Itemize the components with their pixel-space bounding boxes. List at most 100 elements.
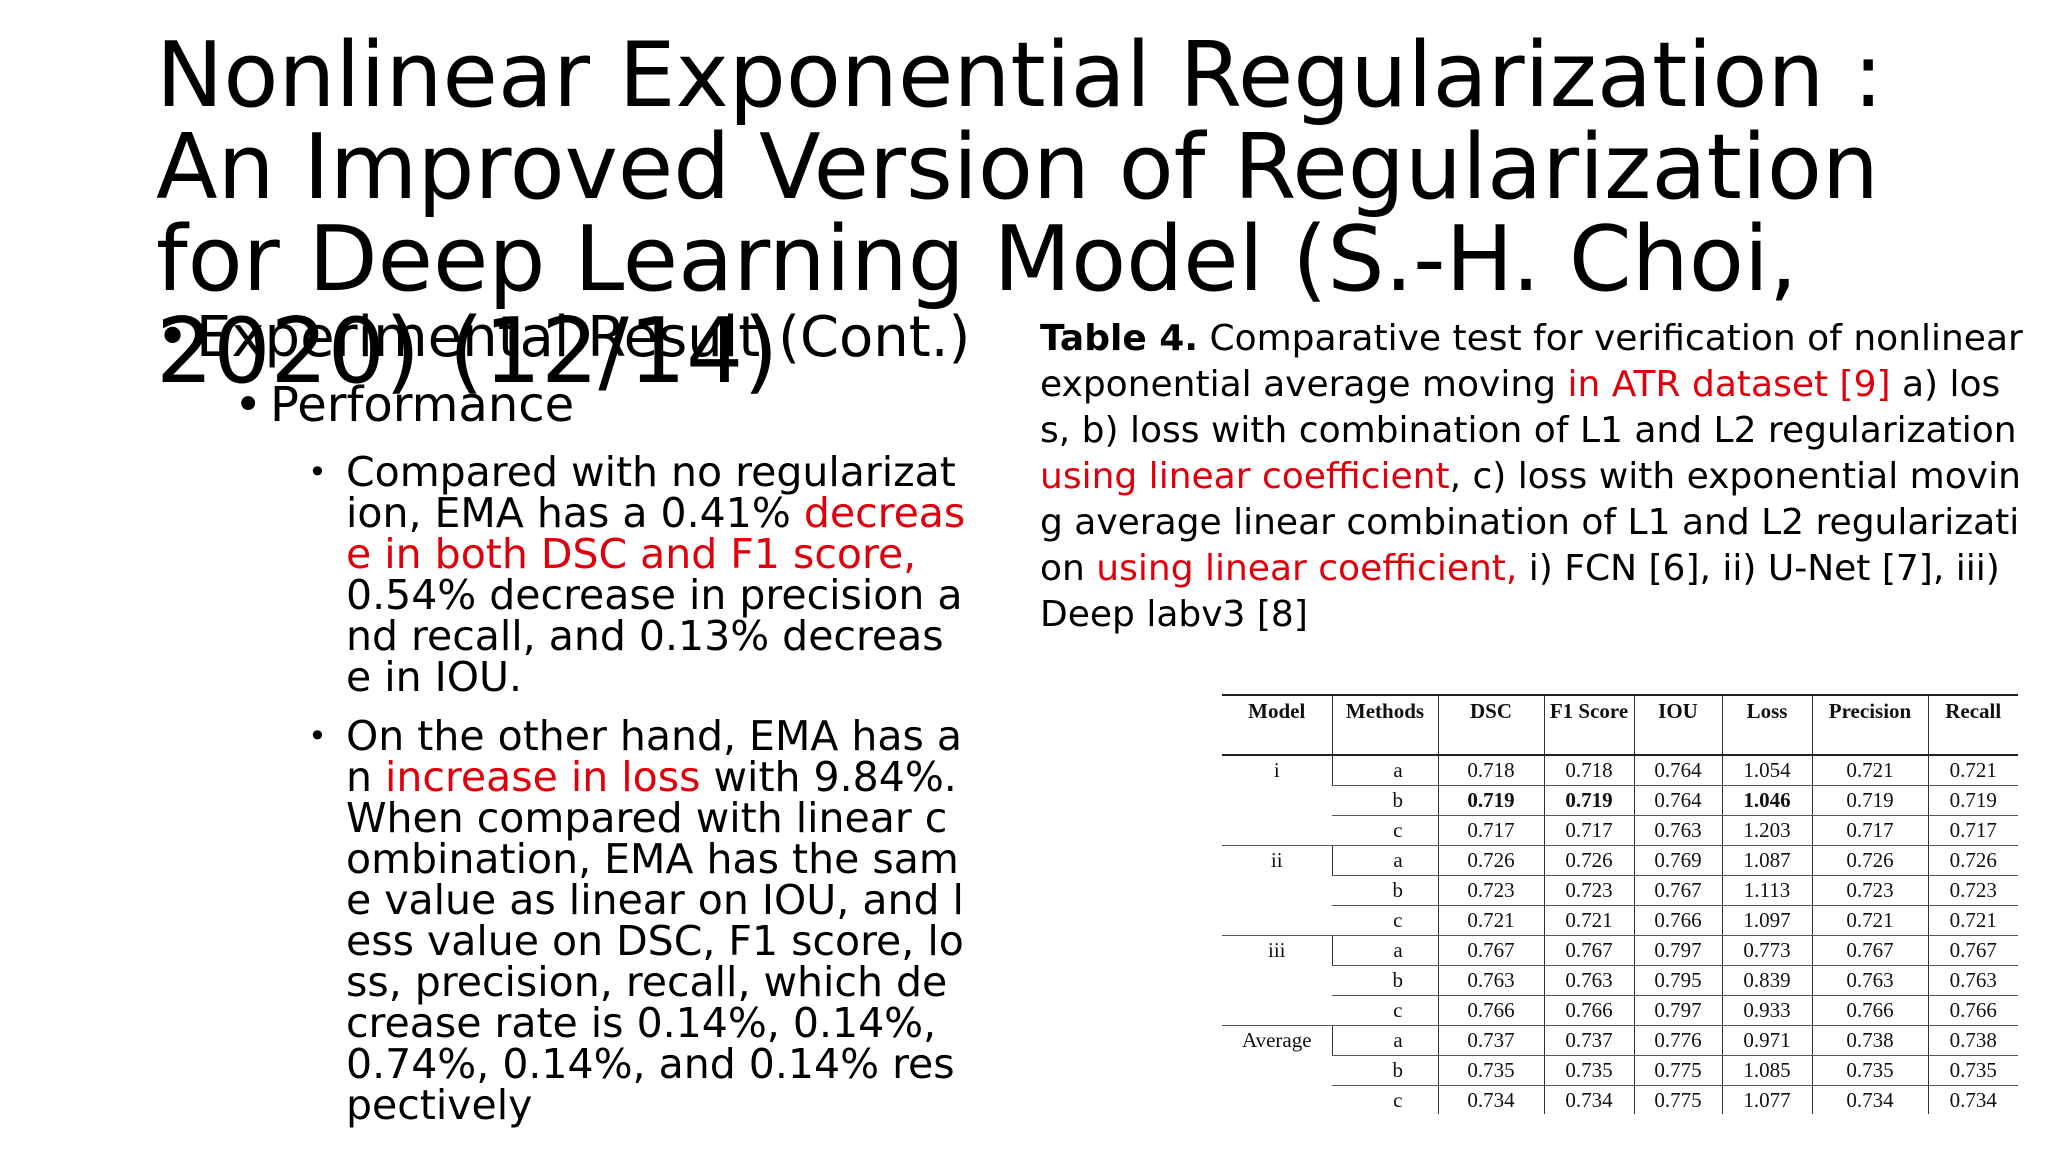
highlight-text: decrease in both DSC and F1 score, — [346, 489, 966, 578]
value-cell: 0.764 — [1633, 754, 1722, 786]
bullet-experimental-result: Experimental Result (Cont.) — [156, 306, 1006, 371]
results-table: Model Methods DSC F1 Score IOU Loss Precision R… — [1222, 694, 2018, 1114]
value-cell: 0.763 — [1543, 965, 1634, 996]
value-cell: 0.721 — [1927, 754, 2018, 786]
bullet-text: with 9.84%. When compared with linear co… — [346, 753, 964, 1129]
value-cell: 0.735 — [1543, 1055, 1634, 1086]
model-group: iii a 0.767 0.767 0.797 0.773 0.767 0.767 b 0.763… — [1222, 935, 2018, 1026]
model-cell: i — [1222, 754, 1332, 846]
results-table-image: Model Methods DSC F1 Score IOU Loss Precision R… — [1222, 694, 2048, 1114]
caption-label: Table 4. — [1040, 318, 1198, 359]
value-cell: 0.767 — [1437, 935, 1544, 966]
value-cell: 1.203 — [1721, 815, 1812, 846]
table-row: i a 0.718 0.718 0.764 1.054 0.721 0.721 — [1222, 754, 2018, 846]
value-cell: 0.797 — [1633, 935, 1722, 966]
value-cell: 0.721 — [1437, 905, 1544, 936]
caption-text: Comparative test for verification of non… — [1040, 318, 2023, 405]
value-cell: 0.776 — [1633, 1025, 1722, 1056]
value-cell: 0.764 — [1633, 785, 1722, 816]
value-cell: 0.717 — [1543, 815, 1634, 846]
bullet-ema-comparison: Compared with no regularization, EMA has… — [308, 452, 966, 698]
value-cell: 0.766 — [1543, 995, 1634, 1026]
value-cell: 0.933 — [1721, 995, 1812, 1026]
column-header: Precision — [1811, 695, 1928, 756]
caption-highlight: using linear coefficient — [1040, 456, 1450, 497]
bullet-text: Compared with no regularization, EMA has… — [346, 448, 956, 537]
value-cell: 0.723 — [1811, 875, 1928, 906]
table-row: c 0.721 0.721 0.766 1.097 0.721 0.721 — [1222, 905, 2018, 936]
column-header: F1 Score — [1543, 695, 1634, 756]
caption-text: , c) loss with exponential moving averag… — [1040, 456, 2021, 589]
value-cell: 1.054 — [1721, 754, 1812, 786]
value-cell: 0.721 — [1543, 905, 1634, 936]
value-cell: 0.737 — [1437, 1025, 1544, 1056]
column-header: Loss — [1721, 695, 1812, 756]
value-cell: 1.113 — [1721, 875, 1812, 906]
method-cell: b — [1332, 875, 1438, 906]
model-cell: ii — [1222, 845, 1332, 936]
column-header: Recall — [1927, 695, 2018, 756]
bullet-performance: Performance — [234, 376, 1006, 434]
value-cell: 0.735 — [1927, 1055, 2018, 1086]
method-cell: a — [1331, 754, 1438, 786]
value-cell: 0.718 — [1437, 754, 1544, 786]
value-cell: 0.766 — [1811, 995, 1928, 1026]
table-row: c 0.766 0.766 0.797 0.933 0.766 0.766 — [1222, 995, 2018, 1026]
method-cell: b — [1332, 965, 1438, 996]
column-header: IOU — [1633, 695, 1722, 756]
table-caption: Table 4. Comparative test for verificati… — [1040, 316, 2030, 638]
value-cell: 0.717 — [1927, 815, 2018, 846]
method-cell: a — [1331, 845, 1438, 876]
value-cell: 0.726 — [1811, 845, 1928, 876]
value-cell: 0.737 — [1543, 1025, 1634, 1056]
value-cell: 0.775 — [1633, 1055, 1722, 1086]
value-cell: 0.766 — [1633, 905, 1722, 936]
value-cell: 0.726 — [1927, 845, 2018, 876]
method-cell: c — [1332, 1085, 1438, 1114]
value-cell: 0.723 — [1927, 875, 2018, 906]
table-row: iii a 0.767 0.767 0.797 0.773 0.767 0.767 — [1222, 935, 2018, 1026]
value-cell: 0.773 — [1721, 935, 1812, 966]
table-header-row: Model Methods DSC F1 Score IOU Loss Precision R… — [1222, 695, 2018, 756]
value-cell: 0.719 — [1543, 785, 1634, 816]
column-header: Methods — [1331, 695, 1438, 756]
column-header: DSC — [1437, 695, 1544, 756]
value-cell: 0.767 — [1543, 935, 1634, 966]
method-cell: c — [1332, 905, 1438, 936]
value-cell: 0.734 — [1437, 1085, 1544, 1114]
table-row: ii a 0.726 0.726 0.769 1.087 0.726 0.726 — [1222, 845, 2018, 936]
value-cell: 0.763 — [1811, 965, 1928, 996]
value-cell: 0.738 — [1927, 1025, 2018, 1056]
value-cell: 0.763 — [1927, 965, 2018, 996]
table-row: b 0.763 0.763 0.795 0.839 0.763 0.763 — [1222, 965, 2018, 996]
value-cell: 0.763 — [1437, 965, 1544, 996]
value-cell: 0.734 — [1811, 1085, 1928, 1114]
value-cell: 0.797 — [1633, 995, 1722, 1026]
value-cell: 1.085 — [1721, 1055, 1812, 1086]
caption-text: a) loss, b) loss with combination of L1 … — [1040, 364, 2017, 451]
method-cell: c — [1332, 995, 1438, 1026]
caption-text: i) FCN [6], ii) U-Net [7], iii) Deep lab… — [1040, 548, 2000, 635]
value-cell: 0.735 — [1811, 1055, 1928, 1086]
model-cell: iii — [1222, 935, 1332, 1026]
value-cell: 0.717 — [1811, 815, 1928, 846]
value-cell: 0.767 — [1927, 935, 2018, 966]
value-cell: 0.726 — [1543, 845, 1634, 876]
value-cell: 1.087 — [1721, 845, 1812, 876]
value-cell: 0.719 — [1811, 785, 1928, 816]
value-cell: 0.767 — [1811, 935, 1928, 966]
value-cell: 1.097 — [1721, 905, 1812, 936]
value-cell: 0.721 — [1811, 905, 1928, 936]
value-cell: 0.738 — [1811, 1025, 1928, 1056]
value-cell: 0.767 — [1633, 875, 1722, 906]
model-group: i a 0.718 0.718 0.764 1.054 0.721 0.721 b 0.719 0.… — [1222, 754, 2018, 846]
value-cell: 0.734 — [1927, 1085, 2018, 1114]
model-cell: Average — [1222, 1025, 1332, 1114]
table-row: c 0.734 0.734 0.775 1.077 0.734 0.734 — [1222, 1085, 2018, 1114]
table-row: b 0.719 0.719 0.764 1.046 0.719 0.719 — [1222, 785, 2018, 816]
bullet-text: 0.54% decrease in precision and recall, … — [346, 571, 963, 701]
model-group: ii a 0.726 0.726 0.769 1.087 0.726 0.726 b 0.723 0… — [1222, 845, 2018, 936]
value-cell: 1.046 — [1721, 785, 1812, 816]
value-cell: 0.769 — [1633, 845, 1722, 876]
caption-highlight: using linear coefficient, — [1096, 548, 1518, 589]
